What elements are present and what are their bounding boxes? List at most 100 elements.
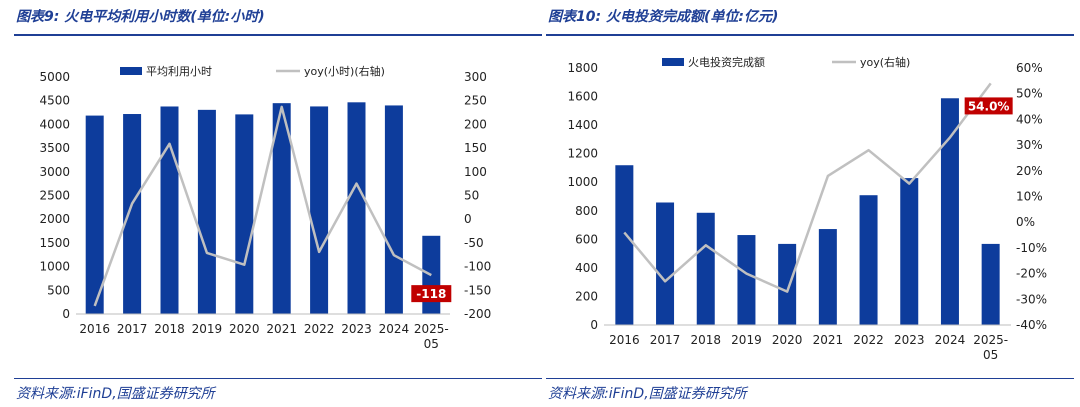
bar (85, 115, 104, 314)
left-axis-tick-label: 500 (47, 283, 70, 297)
left-axis-tick-label: 1000 (567, 175, 598, 189)
left-axis-tick-label: 1600 (567, 90, 598, 104)
title-rule (546, 34, 1074, 36)
bar (347, 102, 366, 314)
yoy-line (623, 82, 992, 293)
right-axis-tick-label: -20% (1016, 267, 1047, 281)
bar (310, 106, 329, 314)
x-tick-label: 2016 (609, 333, 640, 347)
right-axis-tick-label: -40% (1016, 318, 1047, 332)
bar (778, 243, 797, 325)
right-axis-tick-label: 0% (1016, 215, 1035, 229)
x-tick-label: 2025- (414, 322, 449, 336)
left-axis-tick-label: 0 (590, 318, 598, 332)
x-tick-label: 2018 (690, 333, 721, 347)
x-tick-label-line2: 05 (983, 348, 998, 360)
x-tick-label: 2023 (341, 322, 372, 336)
x-tick-label: 2024 (935, 333, 966, 347)
right-axis-tick-label: 100 (464, 165, 487, 179)
x-tick-label: 2020 (772, 333, 803, 347)
yoy-callout-box (964, 97, 1013, 115)
x-tick-label: 2018 (154, 322, 185, 336)
x-tick-label: 2017 (117, 322, 148, 336)
right-axis-tick-label: 60% (1016, 61, 1043, 75)
right-axis-tick-label: 0 (464, 212, 472, 226)
yoy-callout-label: -118 (416, 287, 446, 301)
left-axis-tick-label: 600 (575, 232, 598, 246)
bar (900, 178, 919, 325)
bar (272, 103, 291, 314)
bar (123, 114, 142, 314)
x-tick-label: 2017 (650, 333, 681, 347)
x-tick-label: 2019 (731, 333, 762, 347)
bar (615, 165, 634, 325)
legend-bar-label: 平均利用小时 (146, 65, 212, 78)
left-axis-tick-label: 1500 (39, 236, 70, 250)
investment-chart: 火电投资完成额 yoy(右轴) 0 200 400 600 800 1000 1200 1400 1… (567, 55, 1047, 360)
right-axis-tick-label: 50% (1016, 87, 1043, 101)
bar (197, 109, 216, 314)
x-tick-label-line2: 05 (424, 337, 439, 351)
legend-line-label: yoy(右轴) (860, 55, 910, 69)
x-tick-label: 2022 (853, 333, 884, 347)
bar (235, 114, 254, 315)
left-axis-tick-label: 2000 (39, 212, 70, 226)
yoy-callout-box (411, 285, 452, 303)
left-axis-tick-label: 1800 (567, 61, 598, 75)
left-axis-tick-label: 4500 (39, 94, 70, 108)
bar (696, 212, 715, 325)
bar (981, 243, 1000, 325)
legend-bar-swatch (120, 67, 142, 75)
legend-line-label: yoy(小时)(右轴) (304, 64, 385, 78)
right-axis-tick-label: -50 (464, 236, 484, 250)
x-tick-label: 2021 (266, 322, 297, 336)
source-note: 资料来源:iFinD,国盛证券研究所 (548, 386, 747, 402)
left-axis-tick-label: 200 (575, 289, 598, 303)
right-axis-tick-label: 20% (1016, 164, 1043, 178)
right-axis-tick-label: 10% (1016, 190, 1043, 204)
x-tick-label: 2019 (192, 322, 223, 336)
title-rule (14, 34, 542, 36)
right-axis-tick-label: 200 (464, 117, 487, 131)
left-axis-tick-label: 2500 (39, 189, 70, 203)
right-axis-tick-label: -30% (1016, 292, 1047, 306)
bar (160, 106, 179, 314)
left-axis-tick-label: 3500 (39, 141, 70, 155)
utilization-hours-chart: 平均利用小时 yoy(小时)(右轴)05001000150020002500300… (39, 64, 491, 351)
source-note: 资料来源:iFinD,国盛证券研究所 (16, 386, 215, 402)
figure-title: 图表9: 火电平均利用小时数(单位:小时) (16, 9, 265, 25)
x-tick-label: 2021 (813, 333, 844, 347)
x-tick-label: 2023 (894, 333, 925, 347)
x-tick-label: 2016 (79, 322, 110, 336)
bar (940, 98, 959, 325)
left-axis-tick-label: 1000 (39, 260, 70, 274)
left-axis-tick-label: 0 (62, 307, 70, 321)
source-rule (546, 378, 1074, 379)
bar (859, 195, 878, 325)
source-rule (14, 378, 542, 379)
yoy-line (93, 105, 432, 307)
bar (818, 229, 837, 325)
right-axis-tick-label: -10% (1016, 241, 1047, 255)
right-axis-tick-label: 250 (464, 94, 487, 108)
left-axis-tick-label: 1200 (567, 147, 598, 161)
bar (737, 235, 756, 325)
chart-panel-right: 图表10: 火电投资完成额(单位:亿元) 火电投资完成额 yoy(右轴) 0 200 4… (546, 0, 1074, 407)
legend-bar-label: 火电投资完成额 (688, 55, 765, 69)
right-axis-tick-label: 150 (464, 141, 487, 155)
x-tick-label: 2022 (304, 322, 335, 336)
right-axis-tick-label: 40% (1016, 112, 1043, 126)
left-axis-tick-label: 400 (575, 261, 598, 275)
right-axis-tick-label: -150 (464, 283, 491, 297)
bar (384, 105, 403, 314)
bar (656, 202, 675, 325)
right-axis-tick-label: 50 (464, 189, 479, 203)
left-axis-tick-label: 4000 (39, 117, 70, 131)
right-axis-tick-label: -100 (464, 260, 491, 274)
left-axis-tick-label: 3000 (39, 165, 70, 179)
x-tick-label: 2024 (379, 322, 410, 336)
left-axis-tick-label: 800 (575, 204, 598, 218)
figure-title: 图表10: 火电投资完成额(单位:亿元) (548, 9, 779, 25)
x-tick-label: 2025- (973, 333, 1008, 347)
left-axis-tick-label: 5000 (39, 70, 70, 84)
